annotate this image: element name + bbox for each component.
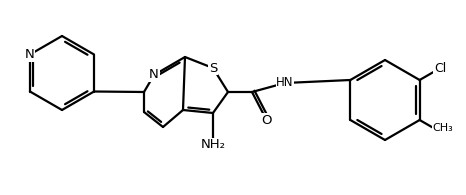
Text: Cl: Cl bbox=[434, 63, 446, 75]
Text: NH₂: NH₂ bbox=[200, 138, 226, 152]
Text: N: N bbox=[149, 68, 159, 82]
Text: S: S bbox=[209, 61, 217, 74]
Text: N: N bbox=[25, 48, 35, 61]
Text: O: O bbox=[262, 113, 272, 127]
Text: CH₃: CH₃ bbox=[432, 122, 453, 132]
Text: HN: HN bbox=[276, 76, 294, 90]
